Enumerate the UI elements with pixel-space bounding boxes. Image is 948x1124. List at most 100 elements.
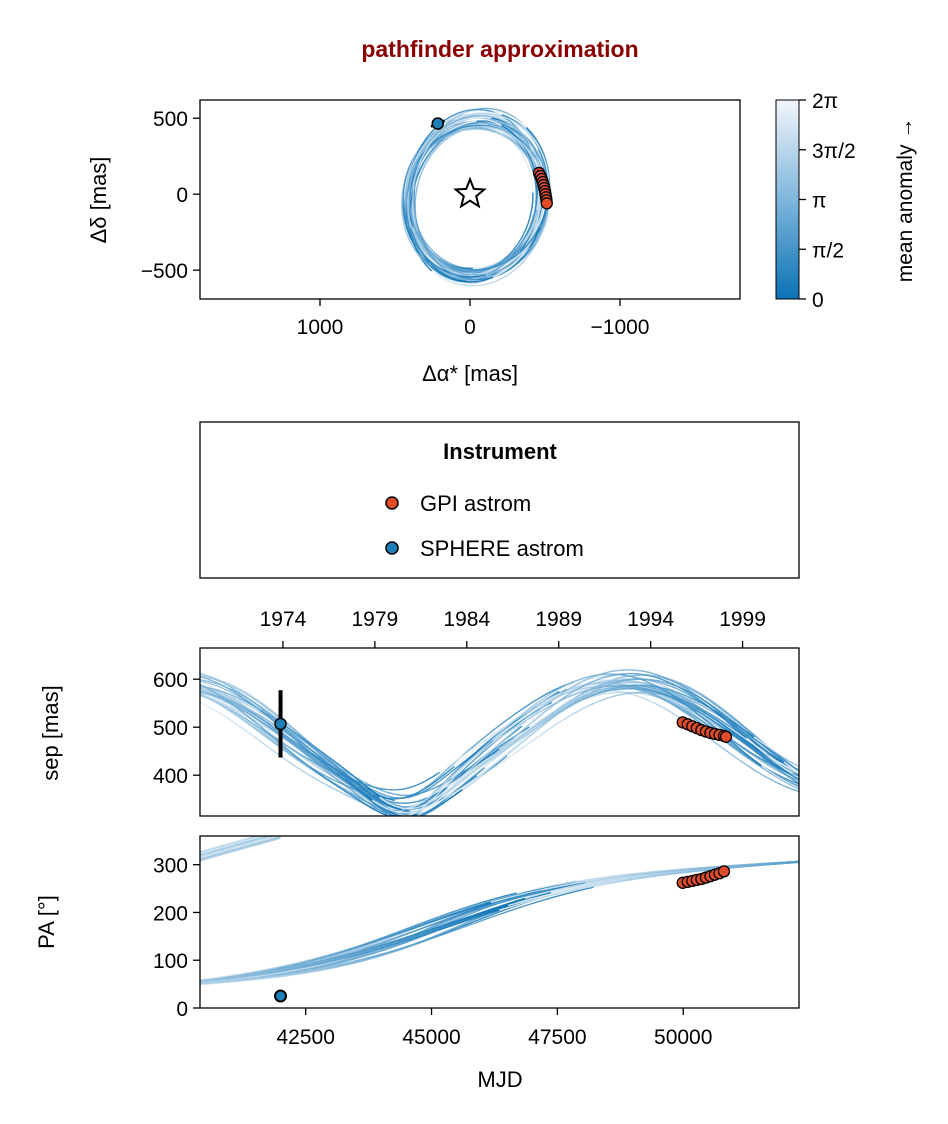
sky-gpi-point [540, 197, 553, 210]
separation-curve-segment [649, 679, 657, 683]
separation-curve-segment [663, 695, 673, 701]
separation-curve-segment [200, 701, 208, 707]
sky-orbit-segment [410, 158, 415, 167]
sky-orbit-segment [443, 275, 452, 280]
separation-curve-segment [207, 692, 216, 696]
position-angle-curve-segment [490, 913, 500, 919]
sky-orbit-segment [526, 163, 531, 171]
separation-curve-segment [454, 768, 463, 777]
sky-orbit-segment [541, 226, 547, 235]
sky-orbit-segment [449, 266, 458, 271]
separation-curve-segment [364, 783, 373, 788]
sky-orbit-segment [464, 268, 472, 271]
position-angle-curve-segment [482, 900, 492, 905]
separation-curve-segment [761, 746, 770, 754]
separation-curve-segment [686, 686, 695, 692]
sky-orbit-segment [413, 215, 417, 224]
separation-curve-segment [229, 683, 238, 689]
separation-curve-segment [454, 762, 463, 770]
separation-curve-segment [731, 730, 740, 738]
sky-orbit-segment [408, 210, 411, 220]
separation-y-tick-label: 400 [153, 765, 188, 788]
sky-orbit-segment [438, 264, 446, 270]
separation-curve-segment [776, 760, 785, 767]
separation-curve-segment [200, 685, 208, 689]
sky-orbit-segment [436, 274, 444, 280]
sky-orbit-segment [528, 245, 535, 253]
separation-curve-segment [371, 799, 381, 806]
star-marker [453, 176, 487, 209]
sky-orbit-segment [487, 127, 495, 131]
sky-orbit-segment [517, 245, 524, 253]
separation-curve-segment [259, 709, 268, 717]
separation-curve-segment [559, 684, 568, 690]
position-angle-curve-segment [439, 919, 449, 925]
sky-orbit-segment [513, 256, 521, 263]
separation-curve-segment [566, 702, 575, 708]
separation-curve-segment [559, 707, 568, 714]
sky-orbit-segment [512, 122, 520, 128]
sky-orbit-segment [432, 266, 440, 272]
sky-orbit-segment [464, 124, 472, 127]
separation-curve-segment [783, 773, 792, 780]
sky-orbit-segment [542, 218, 547, 227]
position-angle-curve-segment [268, 976, 278, 979]
position-angle-curve-segment [259, 968, 269, 972]
separation-curve-segment [701, 713, 710, 720]
separation-curve-segment [731, 753, 740, 761]
sky-orbit-segment [457, 274, 466, 278]
separation-curve-segment [783, 785, 792, 790]
separation-curve-segment [783, 767, 792, 775]
year-tick-label: 1999 [719, 608, 766, 631]
separation-curve-segment [319, 773, 328, 781]
sky-orbit-segment [427, 142, 434, 149]
sky-orbit-segment [471, 113, 479, 117]
separation-curve-segment [671, 694, 680, 701]
separation-curve-segment [371, 790, 381, 798]
separation-curve-segment [416, 790, 425, 796]
separation-curve-segment [574, 699, 583, 705]
separation-curve-segment [551, 694, 560, 702]
separation-curve-segment [379, 811, 388, 816]
legend-label-gpi: GPI astrom [420, 491, 531, 516]
separation-curve-segment [611, 691, 620, 694]
sky-orbit-segment [519, 150, 525, 158]
sky-orbit-segment [540, 153, 544, 163]
separation-curve-segment [296, 737, 306, 745]
separation-curve-segment [296, 742, 306, 750]
sky-orbit-segment [433, 141, 440, 149]
sky-orbit-segment [456, 121, 464, 125]
sky-orbit-segment [421, 256, 428, 264]
separation-curve-segment [768, 769, 777, 775]
separation-curve-segment [536, 697, 545, 704]
separation-curve-segment [619, 672, 627, 675]
sky-orbit-segment [486, 113, 494, 117]
separation-curve-segment [394, 804, 403, 808]
separation-curve-segment [521, 713, 530, 720]
separation-curve-segment [416, 810, 425, 816]
sky-orbit-segment [532, 221, 537, 230]
separation-curve-segment [371, 788, 381, 794]
sky-orbit-segment [417, 149, 424, 158]
separation-curve-segment [402, 807, 410, 810]
separation-curve-segment [461, 760, 471, 770]
separation-curve-segment [296, 751, 306, 758]
sky-orbit-segment [430, 136, 437, 144]
separation-curve-segment [237, 711, 246, 719]
separation-curve-segment [431, 791, 441, 801]
separation-curve-segment [678, 686, 688, 693]
separation-curve-segment [409, 809, 418, 812]
position-angle-curve-segment [439, 929, 449, 935]
separation-curve-segment [461, 777, 470, 785]
separation-curve-segment [349, 778, 358, 786]
separation-curve-segment [229, 706, 238, 712]
sky-orbit-segment [471, 280, 480, 283]
separation-curve-segment [566, 685, 575, 691]
sky-orbit-segment [517, 237, 523, 245]
sky-orbit-segment [484, 109, 492, 113]
separation-curve-segment [446, 768, 456, 776]
separation-curve-segment [611, 688, 620, 692]
separation-curve-segment [581, 681, 590, 685]
separation-curve-segment [491, 737, 500, 744]
